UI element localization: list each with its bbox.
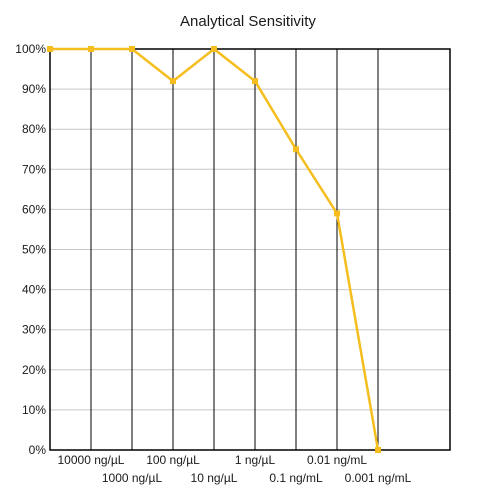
sensitivity-series <box>47 46 381 453</box>
x-tick-label: 10000 ng/µL <box>58 453 125 467</box>
plot-frame <box>49 48 451 451</box>
data-point <box>211 46 217 52</box>
data-point <box>47 46 53 52</box>
vertical-gridlines <box>90 49 379 450</box>
y-tick-label: 90% <box>22 82 46 96</box>
data-point <box>375 447 381 453</box>
x-axis-tick-labels: 10000 ng/µL 1000 ng/µL 100 ng/µL 10 ng/µL 1 … <box>58 453 412 485</box>
y-tick-label: 100% <box>15 42 46 56</box>
y-tick-label: 10% <box>22 403 46 417</box>
x-tick-label: 10 ng/µL <box>191 471 238 485</box>
y-axis-tick-labels: 0% 10% 20% 30% 40% 50% 60% 70% 80% 90% 100% <box>15 42 46 457</box>
horizontal-gridlines <box>50 88 450 411</box>
y-tick-label: 70% <box>22 162 46 176</box>
y-tick-label: 20% <box>22 363 46 377</box>
y-tick-label: 80% <box>22 122 46 136</box>
x-tick-label: 1000 ng/µL <box>102 471 163 485</box>
y-tick-label: 40% <box>22 283 46 297</box>
data-point <box>334 210 340 217</box>
data-point <box>170 78 176 85</box>
data-point <box>129 46 135 52</box>
y-tick-label: 60% <box>22 202 46 216</box>
y-tick-label: 0% <box>29 443 47 457</box>
data-point <box>88 46 94 52</box>
x-tick-label: 0.01 ng/mL <box>307 453 367 467</box>
x-tick-label: 1 ng/µL <box>235 453 276 467</box>
x-tick-label: 100 ng/µL <box>146 453 200 467</box>
y-tick-label: 30% <box>22 323 46 337</box>
x-tick-label: 0.1 ng/mL <box>269 471 323 485</box>
data-point <box>293 146 299 153</box>
data-point <box>252 78 258 85</box>
x-tick-label: 0.001 ng/mL <box>345 471 412 485</box>
y-tick-label: 50% <box>22 243 46 257</box>
chart-title: Analytical Sensitivity <box>180 13 316 30</box>
